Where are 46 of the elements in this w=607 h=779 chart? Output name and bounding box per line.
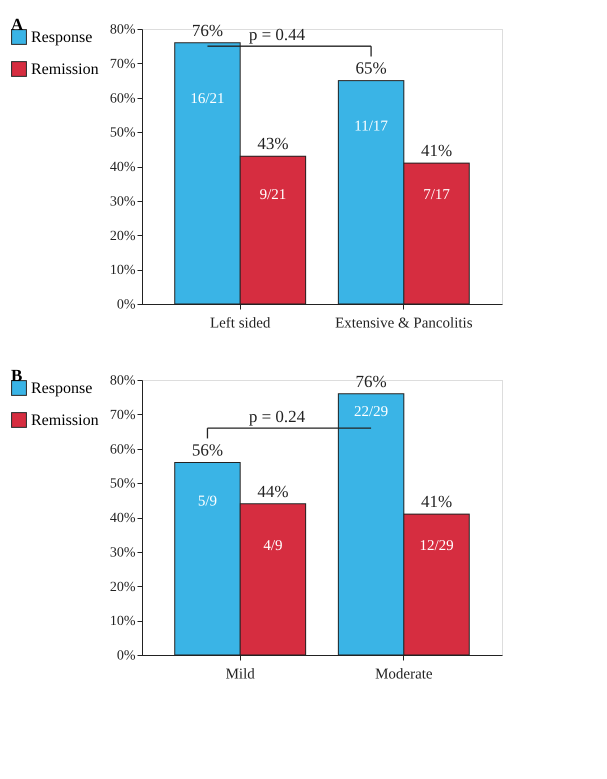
y-tick-label: 10%	[110, 263, 136, 278]
annotation: 11/17	[354, 118, 388, 134]
y-tick-label: 40%	[110, 160, 136, 175]
y-tick-label: 80%	[110, 374, 136, 388]
y-tick-label: 60%	[110, 442, 136, 458]
x-tick-label: Moderate	[375, 666, 433, 682]
legend-label: Response	[31, 29, 92, 46]
annotation: 4/9	[263, 538, 282, 554]
y-tick-label: 20%	[110, 228, 136, 244]
y-tick-label: 80%	[110, 22, 136, 38]
annotation: 5/9	[198, 493, 218, 510]
y-tick-label: 60%	[110, 91, 136, 106]
y-tick-label: 50%	[110, 126, 136, 141]
data-label: 44%	[257, 482, 288, 501]
y-tick-label: 0%	[116, 298, 136, 312]
data-label: 76%	[192, 20, 224, 40]
y-tick-label: 0%	[116, 648, 136, 664]
annotation: 12/29	[419, 538, 454, 554]
annotation: p = 0.44	[248, 25, 306, 44]
y-tick-label: 10%	[110, 614, 136, 630]
data-label: 76%	[356, 372, 387, 391]
x-tick-label: Left sided	[210, 316, 271, 332]
x-tick-label: Mild	[226, 666, 256, 682]
y-tick-label: 30%	[110, 545, 136, 560]
y-tick-label: 70%	[110, 408, 136, 423]
data-label: 43%	[257, 134, 288, 154]
legend-label: Remission	[31, 61, 99, 78]
chart-title: A	[11, 14, 24, 34]
data-label: 41%	[420, 492, 452, 512]
annotation: 16/21	[190, 90, 225, 107]
y-tick-label: 40%	[110, 511, 136, 526]
chart-title: B	[11, 366, 22, 385]
annotation: p = 0.24	[248, 407, 306, 426]
data-label: 65%	[356, 58, 387, 78]
x-tick-label: Extensive & Pancolitis	[335, 316, 473, 332]
data-label: 56%	[192, 440, 224, 460]
annotation: 9/21	[260, 187, 286, 203]
annotation: 7/17	[423, 187, 450, 203]
legend-label: Response	[31, 380, 92, 397]
y-tick-label: 50%	[110, 476, 136, 492]
y-tick-label: 20%	[110, 580, 136, 595]
legend-label: Remission	[31, 412, 99, 429]
data-label: 41%	[420, 141, 452, 160]
y-tick-label: 30%	[110, 194, 136, 210]
annotation: 22/29	[354, 404, 388, 420]
y-tick-label: 70%	[110, 56, 136, 72]
